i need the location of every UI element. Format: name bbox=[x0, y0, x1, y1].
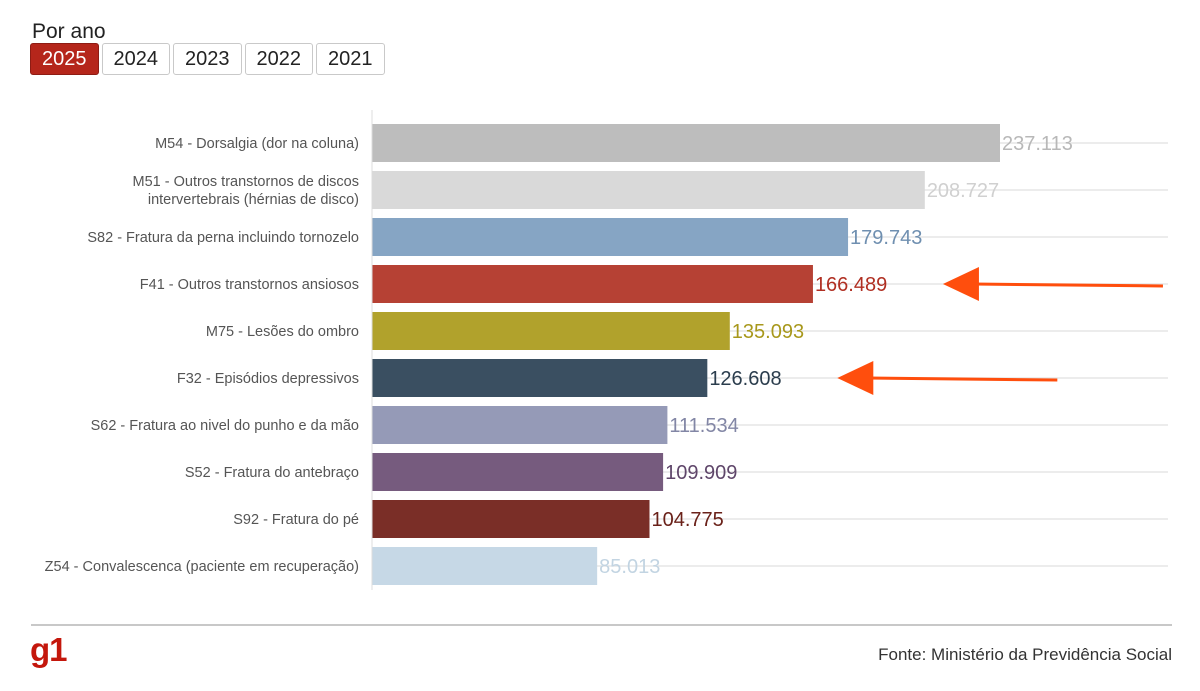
value-label: 104.775 bbox=[651, 509, 723, 531]
category-label: S82 - Fratura da perna incluindo tornoze… bbox=[87, 230, 359, 246]
category-label: S62 - Fratura ao nivel do punho e da mão bbox=[91, 418, 359, 434]
value-label: 237.113 bbox=[1002, 133, 1073, 155]
bar[interactable] bbox=[372, 406, 668, 444]
category-label-line: S92 - Fratura do pé bbox=[233, 512, 359, 528]
bar-chart: M54 - Dorsalgia (dor na coluna) 237.113 M5… bbox=[45, 110, 1168, 590]
category-label: F32 - Episódios depressivos bbox=[177, 371, 359, 387]
category-label-line: F32 - Episódios depressivos bbox=[177, 371, 359, 387]
category-label-line: F41 - Outros transtornos ansiosos bbox=[140, 277, 359, 293]
value-label: 208.727 bbox=[927, 180, 999, 202]
tab-2022[interactable]: 2022 bbox=[244, 43, 313, 75]
source-note: Fonte: Ministério da Previdência Social bbox=[878, 645, 1172, 664]
category-label: M75 - Lesões do ombro bbox=[206, 324, 359, 340]
tab-2023[interactable]: 2023 bbox=[173, 43, 242, 75]
filter-label: Por ano bbox=[32, 20, 106, 43]
arrow-shaft bbox=[972, 282, 1163, 288]
bar[interactable] bbox=[372, 359, 708, 397]
category-label: S92 - Fratura do pé bbox=[233, 512, 359, 528]
g1-logo: g1 bbox=[30, 631, 68, 668]
bar[interactable] bbox=[372, 265, 813, 303]
bar[interactable] bbox=[372, 453, 664, 491]
category-label-line: intervertebrais (hérnias de disco) bbox=[148, 192, 359, 208]
value-label: 111.534 bbox=[669, 415, 738, 437]
tab-2025[interactable]: 2025 bbox=[30, 43, 99, 75]
value-label: 135.093 bbox=[732, 321, 804, 343]
bar[interactable] bbox=[372, 547, 598, 585]
arrow-head bbox=[942, 267, 979, 301]
year-tabs: 2025 2024 2023 2022 2021 bbox=[30, 43, 385, 75]
value-label: 126.608 bbox=[709, 368, 781, 390]
arrow-head bbox=[837, 361, 874, 395]
highlight-arrow bbox=[942, 267, 1163, 301]
category-label: M51 - Outros transtornos de discos interv… bbox=[133, 174, 359, 208]
bar[interactable] bbox=[372, 312, 730, 350]
tab-2021[interactable]: 2021 bbox=[316, 43, 385, 75]
highlight-arrow bbox=[837, 361, 1058, 395]
category-label-line: M51 - Outros transtornos de discos bbox=[133, 174, 359, 190]
value-label: 166.489 bbox=[815, 274, 887, 296]
category-label: F41 - Outros transtornos ansiosos bbox=[140, 277, 359, 293]
category-label-line: S62 - Fratura ao nivel do punho e da mão bbox=[91, 418, 359, 434]
bar[interactable] bbox=[372, 124, 1000, 162]
bar[interactable] bbox=[372, 171, 925, 209]
value-label: 179.743 bbox=[850, 227, 922, 249]
category-label: S52 - Fratura do antebraço bbox=[185, 465, 359, 481]
category-label: Z54 - Convalescenca (paciente em recuper… bbox=[45, 559, 359, 575]
category-label-line: Z54 - Convalescenca (paciente em recuper… bbox=[45, 559, 359, 575]
category-label: M54 - Dorsalgia (dor na coluna) bbox=[155, 136, 359, 152]
value-label: 85.013 bbox=[599, 556, 660, 578]
bar[interactable] bbox=[372, 218, 849, 256]
category-label-line: M75 - Lesões do ombro bbox=[206, 324, 359, 340]
value-label: 109.909 bbox=[665, 462, 737, 484]
footer-divider bbox=[31, 624, 1172, 626]
category-label-line: S52 - Fratura do antebraço bbox=[185, 465, 359, 481]
category-label-line: M54 - Dorsalgia (dor na coluna) bbox=[155, 136, 359, 152]
tab-2024[interactable]: 2024 bbox=[101, 43, 170, 75]
arrow-shaft bbox=[867, 376, 1058, 382]
bar[interactable] bbox=[372, 500, 650, 538]
category-label-line: S82 - Fratura da perna incluindo tornoze… bbox=[87, 230, 359, 246]
